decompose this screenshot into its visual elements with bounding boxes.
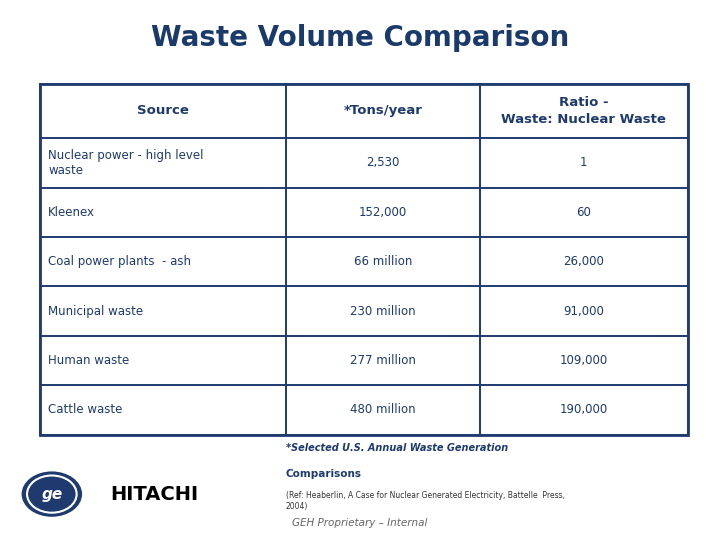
Text: 230 million: 230 million [350,305,416,318]
Bar [40,84,688,435]
Text: Kleenex: Kleenex [48,206,95,219]
Text: *Tons/year: *Tons/year [343,104,423,117]
Bar [480,385,688,435]
Text: 26,000: 26,000 [564,255,604,268]
Text: 152,000: 152,000 [359,206,408,219]
Bar [480,237,688,286]
Text: 66 million: 66 million [354,255,413,268]
Bar [40,385,286,435]
Bar [40,138,286,187]
Bar [480,84,688,138]
Bar [40,187,286,237]
Bar [286,84,480,138]
Text: HITACHI: HITACHI [111,484,199,504]
Bar [40,336,286,385]
Text: Nuclear power - high level
waste: Nuclear power - high level waste [48,149,204,177]
Bar [40,237,286,286]
Text: 1: 1 [580,156,588,170]
Bar [286,385,480,435]
Text: GEH Proprietary – Internal: GEH Proprietary – Internal [292,518,428,528]
Text: Source: Source [137,104,189,117]
Bar [40,84,286,138]
Text: Coal power plants  - ash: Coal power plants - ash [48,255,192,268]
Text: 60: 60 [577,206,591,219]
Text: Waste Volume Comparison: Waste Volume Comparison [151,24,569,52]
Bar [286,237,480,286]
Bar [480,187,688,237]
Circle shape [22,471,82,517]
Bar [480,286,688,336]
Text: Cattle waste: Cattle waste [48,403,122,416]
Text: *Selected U.S. Annual Waste Generation: *Selected U.S. Annual Waste Generation [286,443,508,453]
Bar [40,286,286,336]
Text: Ratio -
Waste: Nuclear Waste: Ratio - Waste: Nuclear Waste [502,96,666,126]
Text: 480 million: 480 million [350,403,416,416]
Bar [286,138,480,187]
Bar [286,336,480,385]
Bar [286,187,480,237]
Bar [480,336,688,385]
Bar [286,286,480,336]
Text: Municipal waste: Municipal waste [48,305,143,318]
Text: Comparisons: Comparisons [286,469,362,479]
Bar [480,138,688,187]
Text: 2,530: 2,530 [366,156,400,170]
Text: 109,000: 109,000 [559,354,608,367]
Text: (Ref: Heaberlin, A Case for Nuclear Generated Electricity, Battelle  Press,
2004: (Ref: Heaberlin, A Case for Nuclear Gene… [286,491,564,511]
Text: Human waste: Human waste [48,354,130,367]
Text: 277 million: 277 million [350,354,416,367]
Text: ge: ge [41,487,63,502]
Text: 91,000: 91,000 [564,305,604,318]
Text: 190,000: 190,000 [559,403,608,416]
